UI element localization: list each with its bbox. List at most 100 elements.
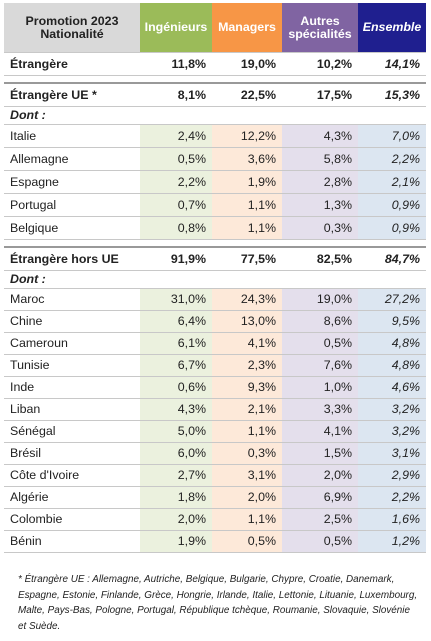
cell-ingenieurs: 2,0%: [140, 508, 212, 531]
header-ensemble: Ensemble: [358, 3, 426, 53]
cell-autres: 10,2%: [282, 52, 358, 76]
cell-autres: 19,0%: [282, 288, 358, 311]
cell-ensemble: 7,0%: [358, 124, 426, 148]
country-label: Allemagne: [4, 147, 140, 171]
row-dont-hors-ue: Dont :: [4, 270, 426, 289]
header-specialites-label: spécialités: [288, 26, 352, 41]
cell-managers: 1,9%: [212, 170, 282, 194]
cell-autres: 2,8%: [282, 170, 358, 194]
country-label: Tunisie: [4, 354, 140, 377]
header-row: Promotion 2023 Nationalité Ingénieurs Ma…: [4, 3, 426, 53]
country-row-italie: Italie 2,4% 12,2% 4,3% 7,0%: [4, 124, 426, 148]
cell-autres: 6,9%: [282, 486, 358, 509]
country-row-liban: Liban 4,3% 2,1% 3,3% 3,2%: [4, 398, 426, 421]
country-row-bresil: Brésil 6,0% 0,3% 1,5% 3,1%: [4, 442, 426, 465]
cell-ensemble: 27,2%: [358, 288, 426, 311]
cell-ingenieurs: 91,9%: [140, 246, 212, 271]
header-promotion-nationalite: Promotion 2023 Nationalité: [4, 3, 140, 53]
cell-managers: 9,3%: [212, 376, 282, 399]
cell-ensemble: 2,9%: [358, 464, 426, 487]
cell-managers: 2,3%: [212, 354, 282, 377]
cell-ingenieurs: 0,8%: [140, 216, 212, 240]
cell-ingenieurs: 2,2%: [140, 170, 212, 194]
cell-autres: 0,5%: [282, 332, 358, 355]
country-row-inde: Inde 0,6% 9,3% 1,0% 4,6%: [4, 376, 426, 399]
cell-autres: 1,0%: [282, 376, 358, 399]
country-row-belgique: Belgique 0,8% 1,1% 0,3% 0,9%: [4, 216, 426, 240]
cell-ensemble: 9,5%: [358, 310, 426, 333]
cell-managers: 4,1%: [212, 332, 282, 355]
country-label: Espagne: [4, 170, 140, 194]
country-label: Côte d'Ivoire: [4, 464, 140, 487]
row-etrangere: Étrangère 11,8% 19,0% 10,2% 14,1%: [4, 52, 426, 76]
cell-ensemble: 14,1%: [358, 52, 426, 76]
cell-managers: 12,2%: [212, 124, 282, 148]
country-row-cote-d-ivoire: Côte d'Ivoire 2,7% 3,1% 2,0% 2,9%: [4, 464, 426, 487]
cell-autres: 0,3%: [282, 216, 358, 240]
cell-ingenieurs: 5,0%: [140, 420, 212, 443]
cell-managers: 2,1%: [212, 398, 282, 421]
cell-ingenieurs: 1,9%: [140, 530, 212, 553]
cell-ingenieurs: 0,7%: [140, 193, 212, 217]
country-label: Maroc: [4, 288, 140, 311]
cell-ensemble: 2,1%: [358, 170, 426, 194]
country-label: Belgique: [4, 216, 140, 240]
cell-autres: 17,5%: [282, 82, 358, 107]
cell-managers: 3,1%: [212, 464, 282, 487]
cell-ensemble: 4,8%: [358, 332, 426, 355]
country-label: Italie: [4, 124, 140, 148]
header-managers: Managers: [212, 3, 282, 53]
cell-ensemble: 3,1%: [358, 442, 426, 465]
country-row-senegal: Sénégal 5,0% 1,1% 4,1% 3,2%: [4, 420, 426, 443]
cell-managers: 1,1%: [212, 193, 282, 217]
cell-managers: 13,0%: [212, 310, 282, 333]
cell-ensemble: 3,2%: [358, 398, 426, 421]
cell-ensemble: 4,6%: [358, 376, 426, 399]
cell-ensemble: 2,2%: [358, 486, 426, 509]
section-spacer: [4, 239, 426, 248]
cell-autres: 1,3%: [282, 193, 358, 217]
cell-managers: 2,0%: [212, 486, 282, 509]
cell-ensemble: 0,9%: [358, 193, 426, 217]
header-autres-label: Autres: [300, 14, 340, 29]
cell-autres: 4,1%: [282, 420, 358, 443]
cell-autres: 7,6%: [282, 354, 358, 377]
row-label: Étrangère hors UE: [4, 246, 140, 271]
cell-managers: 24,3%: [212, 288, 282, 311]
cell-ingenieurs: 8,1%: [140, 82, 212, 107]
cell-ingenieurs: 6,7%: [140, 354, 212, 377]
header-promotion-label: Promotion 2023: [25, 14, 119, 29]
cell-managers: 1,1%: [212, 508, 282, 531]
nationality-table: Promotion 2023 Nationalité Ingénieurs Ma…: [4, 3, 426, 553]
cell-ensemble: 0,9%: [358, 216, 426, 240]
row-label: Étrangère: [4, 52, 140, 76]
cell-autres: 8,6%: [282, 310, 358, 333]
cell-ingenieurs: 2,7%: [140, 464, 212, 487]
row-dont-ue: Dont :: [4, 106, 426, 125]
row-etrangere-hors-ue: Étrangère hors UE 91,9% 77,5% 82,5% 84,7…: [4, 246, 426, 271]
country-row-cameroun: Cameroun 6,1% 4,1% 0,5% 4,8%: [4, 332, 426, 355]
cell-ensemble: 4,8%: [358, 354, 426, 377]
header-autres-specialites: Autres spécialités: [282, 3, 358, 53]
country-label: Colombie: [4, 508, 140, 531]
cell-managers: 1,1%: [212, 216, 282, 240]
country-label: Sénégal: [4, 420, 140, 443]
country-label: Liban: [4, 398, 140, 421]
cell-autres: 3,3%: [282, 398, 358, 421]
cell-managers: 77,5%: [212, 246, 282, 271]
country-label: Algérie: [4, 486, 140, 509]
cell-ensemble: 3,2%: [358, 420, 426, 443]
row-etrangere-ue: Étrangère UE * 8,1% 22,5% 17,5% 15,3%: [4, 82, 426, 107]
country-row-allemagne: Allemagne 0,5% 3,6% 5,8% 2,2%: [4, 147, 426, 171]
section-spacer: [4, 75, 426, 84]
country-label: Portugal: [4, 193, 140, 217]
cell-autres: 2,5%: [282, 508, 358, 531]
cell-managers: 0,3%: [212, 442, 282, 465]
cell-ingenieurs: 6,1%: [140, 332, 212, 355]
cell-ingenieurs: 4,3%: [140, 398, 212, 421]
cell-ingenieurs: 0,6%: [140, 376, 212, 399]
cell-autres: 1,5%: [282, 442, 358, 465]
cell-ingenieurs: 31,0%: [140, 288, 212, 311]
cell-autres: 2,0%: [282, 464, 358, 487]
country-row-tunisie: Tunisie 6,7% 2,3% 7,6% 4,8%: [4, 354, 426, 377]
